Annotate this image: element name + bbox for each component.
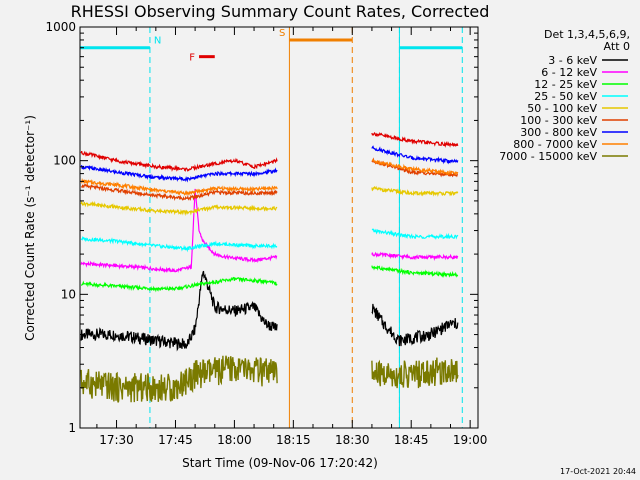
x-axis-label: Start Time (09-Nov-06 17:20:42) xyxy=(182,456,378,470)
legend-entry-label: 3 - 6 keV xyxy=(548,54,597,67)
generation-timestamp: 17-Oct-2021 20:44 xyxy=(560,467,636,476)
x-tick-label: 18:45 xyxy=(394,433,429,447)
series-line-800_7000kev xyxy=(371,158,459,176)
sunlight-flag-label: S xyxy=(279,28,285,39)
legend-entry-label: 800 - 7000 keV xyxy=(513,138,597,151)
chart-title: RHESSI Observing Summary Count Rates, Co… xyxy=(71,2,490,21)
series-line-50_100kev xyxy=(371,185,459,197)
legend-entry-label: 6 - 12 keV xyxy=(541,66,597,79)
series-line-12_25kev xyxy=(81,276,278,293)
series-line-25_50kev xyxy=(80,236,278,253)
series-line-800_7000kev xyxy=(81,177,278,196)
x-tick-label: 18:00 xyxy=(217,433,252,447)
legend-entry-label: 300 - 800 keV xyxy=(520,126,597,139)
plot-area-border xyxy=(79,26,479,429)
legend-entry-label: 7000 - 15000 keV xyxy=(499,150,597,163)
x-tick-label: 17:30 xyxy=(99,433,134,447)
flare-flag-label: F xyxy=(189,53,195,64)
y-axis-label: Corrected Count Rate (s⁻¹ detector⁻¹) xyxy=(23,115,37,341)
series-line-12_25kev xyxy=(371,265,459,278)
series-line-100_300kev xyxy=(80,183,278,201)
series-line-800_7000kev xyxy=(371,132,459,148)
legend-attenuator: Att 0 xyxy=(604,40,630,53)
series-line-25_50kev xyxy=(371,228,459,240)
series-line-800_7000kev xyxy=(80,150,278,172)
legend-entry-label: 25 - 50 keV xyxy=(534,90,597,103)
legend-detector-header: Det 1,3,4,5,6,9, xyxy=(544,28,630,41)
series-line-6_12kev xyxy=(80,188,278,273)
series-line-300_800kev xyxy=(371,145,459,165)
legend-entry-label: 100 - 300 keV xyxy=(520,114,597,127)
legend-entry-label: 50 - 100 keV xyxy=(527,102,597,115)
x-tick-label: 18:30 xyxy=(335,433,370,447)
series-line-3_6kev xyxy=(80,270,278,352)
x-tick-label: 19:00 xyxy=(453,433,488,447)
series-line-7000_15000kev xyxy=(371,357,459,389)
y-tick-label: 100 xyxy=(53,154,76,168)
series-line-50_100kev xyxy=(80,200,278,217)
y-tick-label: 1000 xyxy=(45,20,76,34)
y-tick-label: 10 xyxy=(61,287,76,301)
series-line-3_6kev xyxy=(371,303,459,347)
x-tick-label: 17:45 xyxy=(158,433,193,447)
series-line-300_800kev xyxy=(80,164,278,183)
y-tick-label: 1 xyxy=(68,421,76,435)
series-line-6_12kev xyxy=(371,251,459,262)
x-tick-label: 18:15 xyxy=(276,433,311,447)
legend-entry-label: 12 - 25 keV xyxy=(534,78,597,91)
saa-flag-label: N xyxy=(154,36,161,47)
series-line-7000_15000kev xyxy=(80,355,278,403)
